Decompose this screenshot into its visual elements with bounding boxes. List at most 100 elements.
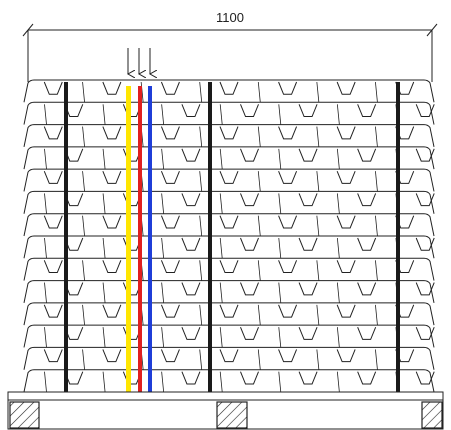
yellow-strap: [126, 86, 131, 400]
ingot-notch: [415, 237, 435, 251]
ingot-separator: [336, 148, 340, 170]
ingot-separator: [161, 282, 165, 303]
ingot-separator: [219, 371, 223, 393]
ingot-notch: [181, 104, 201, 118]
ingot-separator: [219, 148, 223, 170]
ingot-notch: [43, 304, 63, 318]
ingot-notch: [240, 326, 259, 340]
ingot-separator: [44, 327, 47, 348]
ingot-separator: [161, 104, 165, 125]
ingot-separator: [219, 104, 223, 125]
ingot-separator: [199, 349, 203, 370]
ingot-row: [23, 324, 435, 348]
ingot-notch: [278, 349, 298, 363]
ingot-separator: [102, 371, 106, 393]
ingot-separator: [316, 171, 320, 192]
ingot-notch: [357, 371, 377, 385]
ingot-separator: [257, 349, 261, 370]
ingot-separator: [161, 237, 165, 259]
ingot-separator: [316, 260, 320, 281]
ingot-separator: [102, 237, 106, 259]
hatched-block-icon: [421, 401, 443, 429]
ingot-notch: [278, 215, 298, 229]
ingot-notch: [43, 170, 63, 184]
ingot-notch: [298, 104, 318, 118]
ingot-notch: [102, 260, 122, 274]
ingot-notch: [240, 104, 259, 118]
ingot-separator: [219, 282, 223, 303]
ingot-notch: [415, 193, 435, 207]
ingot-notch: [181, 237, 201, 251]
ingot-separator: [375, 260, 378, 281]
ingot-separator: [44, 104, 47, 125]
ingot-notch: [181, 282, 201, 296]
ingot-notch: [240, 371, 259, 385]
ingot-separator: [140, 81, 144, 103]
ingot-notch: [240, 237, 259, 251]
ingot-separator: [316, 81, 320, 103]
ingot-separator: [257, 215, 261, 237]
ingot-separator: [219, 327, 223, 348]
ingot-notch: [336, 126, 356, 140]
ingot-notch: [298, 371, 318, 385]
ingot-notch: [219, 215, 239, 229]
ingot-separator: [257, 81, 261, 103]
ingot-separator: [257, 171, 261, 192]
ingot-notch: [298, 193, 318, 207]
ingot-notch: [278, 81, 298, 95]
ingot-separator: [102, 148, 106, 170]
ingot-separator: [199, 260, 203, 281]
ingot-notch: [181, 326, 201, 340]
ingot-separator: [102, 327, 106, 348]
ingot-separator: [161, 327, 165, 348]
ingot-notch: [160, 170, 180, 184]
blue-strap: [148, 86, 152, 400]
ingot-separator: [336, 327, 340, 348]
ingot-separator: [44, 371, 47, 393]
ingot-notch: [219, 349, 239, 363]
ingot-row: [23, 235, 435, 259]
ingot-notch: [336, 349, 356, 363]
ingot-notch: [336, 304, 356, 318]
ingot-notch: [415, 104, 435, 118]
ingot-notch: [102, 304, 122, 318]
ingot-notch: [357, 104, 377, 118]
ingot-separator: [278, 327, 282, 348]
ingot-separator: [278, 371, 282, 393]
ingot-notch: [415, 326, 435, 340]
dimension-left-slash: [22, 23, 34, 37]
ingot-notch: [43, 81, 63, 95]
ingot-separator: [44, 282, 47, 303]
ingot-separator: [82, 260, 85, 281]
ingot-separator: [199, 81, 203, 103]
ingot-separator: [375, 81, 378, 103]
red-strap: [138, 86, 142, 400]
ingot-separator: [82, 126, 85, 147]
ingot-notch: [336, 215, 356, 229]
colored-straps: [126, 86, 152, 400]
ingot-notch: [219, 260, 239, 274]
ingot-separator: [278, 104, 282, 125]
ingot-notch: [219, 304, 239, 318]
ingot-separator: [102, 193, 106, 214]
ingot-row: [23, 124, 435, 147]
black-strap: [208, 82, 212, 400]
ingot-notch: [160, 81, 180, 95]
ingot-notch: [160, 304, 180, 318]
ingot-notch: [102, 215, 122, 229]
ingot-separator: [44, 148, 47, 170]
ingot-notch: [102, 349, 122, 363]
ingot-notch: [298, 148, 318, 162]
ingot-notch: [181, 371, 201, 385]
ingot-notch: [357, 193, 377, 207]
ingot-separator: [102, 104, 106, 125]
ingot-notch: [219, 126, 239, 140]
ingot-notch: [43, 126, 63, 140]
ingot-notch: [415, 282, 435, 296]
ingot-notch: [278, 260, 298, 274]
ingot-row: [23, 280, 435, 303]
ingot-notch: [219, 81, 239, 95]
ingot-separator: [199, 304, 203, 326]
ingot-notch: [160, 349, 180, 363]
